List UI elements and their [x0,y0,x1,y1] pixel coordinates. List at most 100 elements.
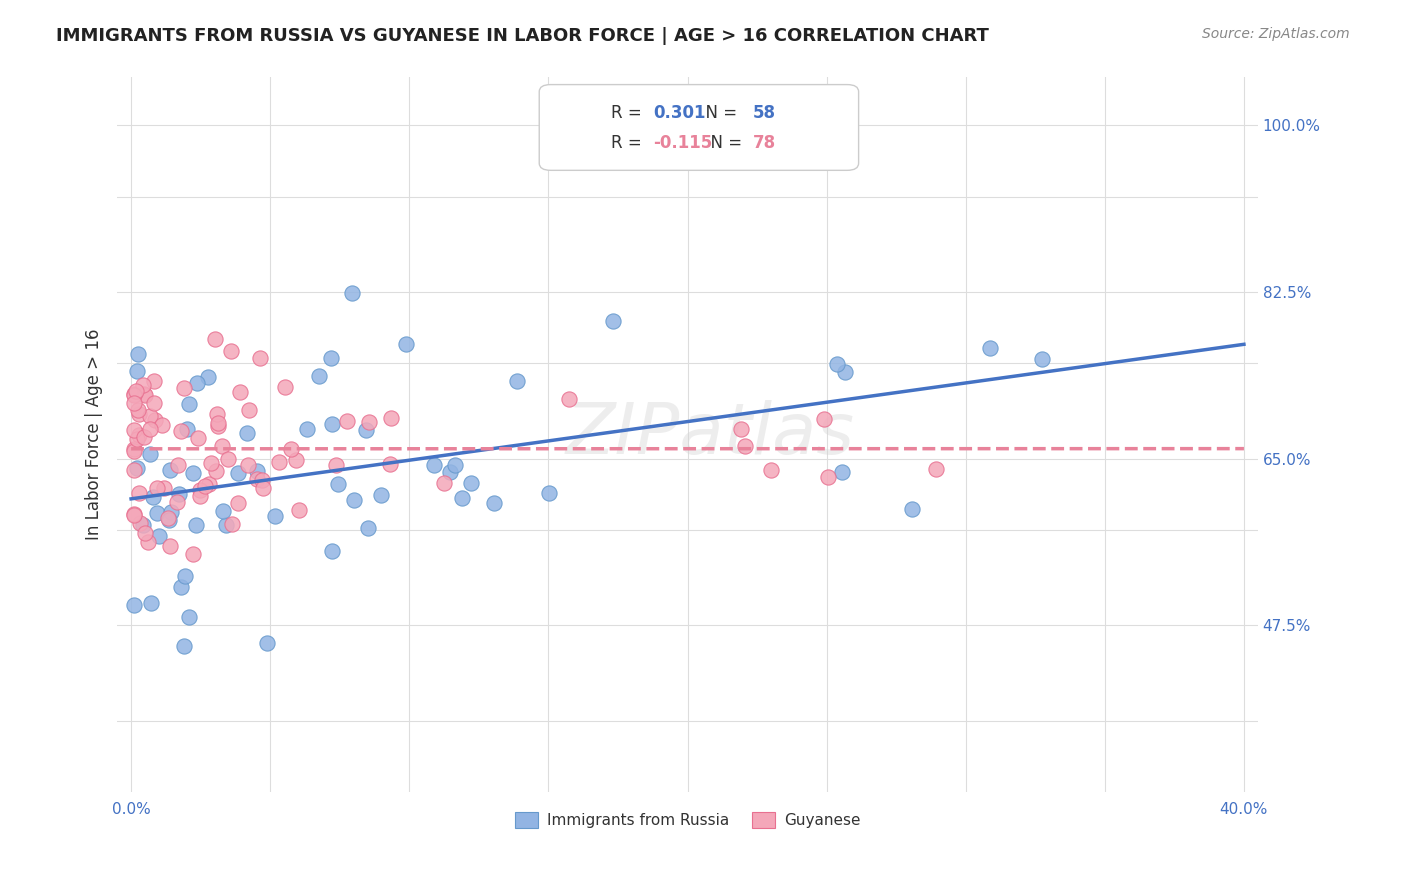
Text: N =: N = [696,104,742,122]
Guyanese [128,407,150,421]
Guyanese [122,444,145,458]
Immigrants from Russia [321,417,343,432]
Immigrants from Russia [176,422,198,436]
Immigrants from Russia [181,467,204,481]
Immigrants from Russia [295,422,318,436]
Immigrants from Russia [173,639,195,653]
Guyanese [285,452,308,467]
Guyanese [173,381,195,395]
Guyanese [226,496,249,510]
Immigrants from Russia [506,374,529,388]
Guyanese [153,482,176,496]
Guyanese [122,508,145,522]
Immigrants from Russia [132,518,155,533]
Immigrants from Russia [321,351,343,365]
Immigrants from Russia [1031,352,1053,367]
Immigrants from Russia [357,521,380,535]
Immigrants from Russia [538,485,561,500]
Guyanese [139,409,162,423]
Immigrants from Russia [328,477,350,491]
Text: R =: R = [612,104,647,122]
Immigrants from Russia [484,495,506,509]
Immigrants from Russia [451,491,474,505]
Immigrants from Russia [439,465,461,479]
Immigrants from Russia [177,397,200,411]
FancyBboxPatch shape [568,85,835,167]
Guyanese [159,539,181,553]
Guyanese [122,387,145,401]
Immigrants from Russia [148,529,170,543]
Immigrants from Russia [308,369,330,384]
Guyanese [249,351,271,365]
Guyanese [730,422,752,436]
Guyanese [380,411,402,425]
Guyanese [246,472,269,486]
Guyanese [194,479,217,493]
Guyanese [238,403,260,417]
Guyanese [127,432,149,446]
Immigrants from Russia [246,464,269,478]
Immigrants from Russia [460,475,482,490]
Guyanese [134,386,156,401]
FancyBboxPatch shape [576,132,602,151]
Guyanese [157,510,180,524]
Guyanese [229,384,252,399]
Text: IMMIGRANTS FROM RUSSIA VS GUYANESE IN LABOR FORCE | AGE > 16 CORRELATION CHART: IMMIGRANTS FROM RUSSIA VS GUYANESE IN LA… [56,27,988,45]
Immigrants from Russia [122,598,145,612]
Text: 58: 58 [752,104,776,122]
Guyanese [336,414,359,428]
Guyanese [207,416,229,430]
Immigrants from Russia [354,423,377,437]
Text: N =: N = [700,134,748,153]
Guyanese [122,442,145,457]
Text: 0.301: 0.301 [654,104,706,122]
Immigrants from Russia [212,504,235,518]
Text: R =: R = [612,134,647,153]
Immigrants from Russia [901,501,924,516]
Guyanese [378,457,401,471]
Immigrants from Russia [174,569,197,583]
Legend: Immigrants from Russia, Guyanese: Immigrants from Russia, Guyanese [509,806,866,834]
Guyanese [219,343,242,358]
Immigrants from Russia [184,517,207,532]
Guyanese [288,503,311,517]
Immigrants from Russia [146,506,169,520]
Guyanese [128,427,150,442]
Guyanese [187,431,209,445]
Guyanese [200,456,222,470]
Guyanese [166,495,188,509]
Immigrants from Russia [127,347,149,361]
Guyanese [122,423,145,437]
Immigrants from Russia [321,544,343,558]
Guyanese [357,415,380,429]
Immigrants from Russia [160,504,183,518]
Immigrants from Russia [186,376,208,390]
Immigrants from Russia [834,365,856,379]
Guyanese [129,516,152,531]
Guyanese [280,442,302,456]
Immigrants from Russia [197,369,219,384]
Immigrants from Russia [127,461,149,475]
Immigrants from Russia [142,491,165,505]
Guyanese [145,413,167,427]
Guyanese [252,473,274,487]
Guyanese [188,489,211,503]
Guyanese [122,396,145,410]
Immigrants from Russia [236,425,259,440]
Guyanese [817,469,839,483]
Immigrants from Russia [395,337,418,351]
Guyanese [134,526,156,541]
Immigrants from Russia [825,357,848,371]
Guyanese [125,384,148,399]
Guyanese [139,422,162,436]
Guyanese [122,388,145,402]
Guyanese [142,396,165,410]
Y-axis label: In Labor Force | Age > 16: In Labor Force | Age > 16 [86,329,103,541]
Guyanese [252,481,274,495]
Immigrants from Russia [423,458,446,472]
Guyanese [127,402,149,417]
Guyanese [122,462,145,476]
Immigrants from Russia [263,508,285,523]
Text: ZIPatlas: ZIPatlas [565,401,855,469]
Guyanese [236,458,259,473]
